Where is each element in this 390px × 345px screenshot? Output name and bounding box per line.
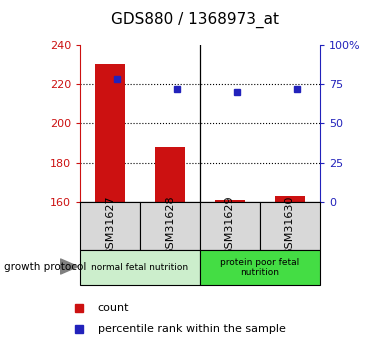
Text: GDS880 / 1368973_at: GDS880 / 1368973_at — [111, 12, 279, 28]
Bar — [200, 250, 320, 285]
Bar — [215, 200, 245, 202]
Bar — [80, 202, 140, 250]
Text: GSM31629: GSM31629 — [225, 196, 235, 256]
Text: percentile rank within the sample: percentile rank within the sample — [98, 324, 285, 334]
Text: GSM31630: GSM31630 — [285, 196, 295, 256]
Text: count: count — [98, 303, 129, 313]
Bar — [200, 202, 260, 250]
Bar — [140, 202, 200, 250]
Bar — [80, 250, 200, 285]
Text: GSM31628: GSM31628 — [165, 196, 175, 256]
Text: protein poor fetal
nutrition: protein poor fetal nutrition — [220, 258, 300, 277]
Polygon shape — [60, 259, 78, 274]
Text: GSM31627: GSM31627 — [105, 196, 115, 256]
Text: growth protocol: growth protocol — [4, 263, 86, 272]
Bar — [155, 147, 185, 202]
Bar — [95, 65, 125, 202]
Text: normal fetal nutrition: normal fetal nutrition — [91, 263, 188, 272]
Bar — [260, 202, 320, 250]
Bar — [275, 196, 305, 202]
